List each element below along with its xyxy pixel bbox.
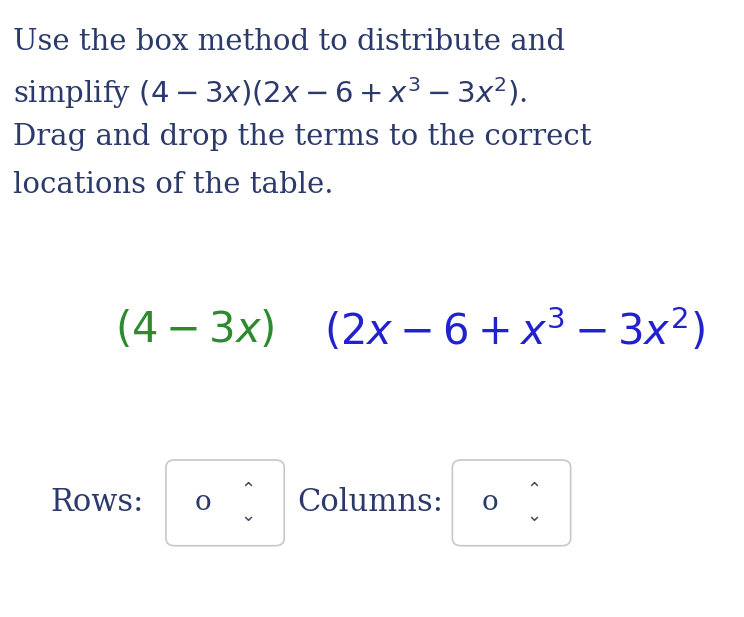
Text: $(2x-6+x^3-3x^2)$: $(2x-6+x^3-3x^2)$ <box>324 307 705 354</box>
FancyBboxPatch shape <box>452 460 571 545</box>
Text: Use the box method to distribute and: Use the box method to distribute and <box>13 28 565 56</box>
Text: ⌃: ⌃ <box>527 480 542 499</box>
FancyBboxPatch shape <box>166 460 284 545</box>
Text: $(4-3x)$: $(4-3x)$ <box>115 309 275 351</box>
Text: Rows:: Rows: <box>51 487 144 518</box>
Text: Columns:: Columns: <box>298 487 443 518</box>
Text: Drag and drop the terms to the correct: Drag and drop the terms to the correct <box>13 123 592 151</box>
Text: ⌃: ⌃ <box>240 480 255 499</box>
Text: ⌄: ⌄ <box>527 507 542 526</box>
Text: o: o <box>481 489 498 516</box>
Text: o: o <box>195 489 211 516</box>
Text: locations of the table.: locations of the table. <box>13 171 334 199</box>
Text: simplify $(4-3x)(2x-6+x^3-3x^2)$.: simplify $(4-3x)(2x-6+x^3-3x^2)$. <box>13 75 527 111</box>
Text: ⌄: ⌄ <box>240 507 255 526</box>
